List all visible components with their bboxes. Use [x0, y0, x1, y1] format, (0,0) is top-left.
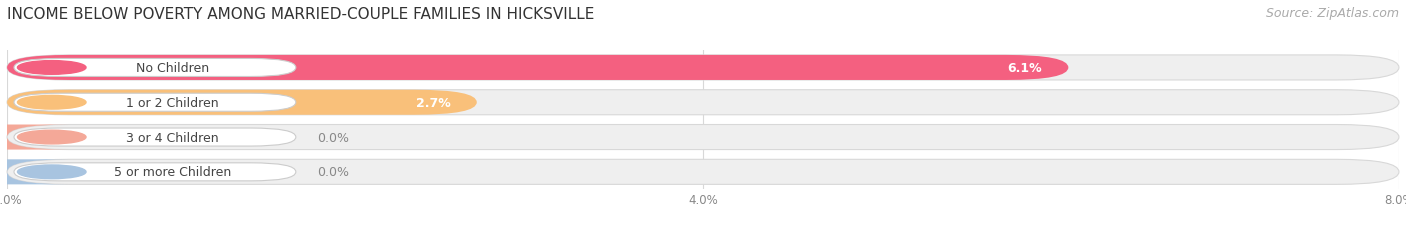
Text: 0.0%: 0.0% [316, 166, 349, 179]
Text: 2.7%: 2.7% [416, 96, 451, 109]
FancyBboxPatch shape [7, 56, 1399, 81]
FancyBboxPatch shape [7, 125, 1399, 150]
Circle shape [17, 165, 86, 179]
FancyBboxPatch shape [7, 90, 477, 115]
FancyBboxPatch shape [14, 94, 295, 112]
Text: 5 or more Children: 5 or more Children [114, 166, 231, 179]
Circle shape [17, 96, 86, 110]
Text: Source: ZipAtlas.com: Source: ZipAtlas.com [1265, 7, 1399, 20]
FancyBboxPatch shape [7, 56, 1069, 81]
Text: 1 or 2 Children: 1 or 2 Children [127, 96, 219, 109]
FancyBboxPatch shape [0, 160, 70, 185]
Text: 0.0%: 0.0% [316, 131, 349, 144]
Circle shape [17, 131, 86, 144]
Text: No Children: No Children [136, 62, 209, 75]
FancyBboxPatch shape [0, 125, 70, 150]
FancyBboxPatch shape [14, 163, 295, 181]
FancyBboxPatch shape [7, 160, 1399, 185]
FancyBboxPatch shape [14, 128, 295, 146]
FancyBboxPatch shape [14, 59, 295, 77]
Text: INCOME BELOW POVERTY AMONG MARRIED-COUPLE FAMILIES IN HICKSVILLE: INCOME BELOW POVERTY AMONG MARRIED-COUPL… [7, 7, 595, 22]
Text: 3 or 4 Children: 3 or 4 Children [127, 131, 219, 144]
Circle shape [17, 61, 86, 75]
Text: 6.1%: 6.1% [1008, 62, 1042, 75]
FancyBboxPatch shape [7, 90, 1399, 115]
